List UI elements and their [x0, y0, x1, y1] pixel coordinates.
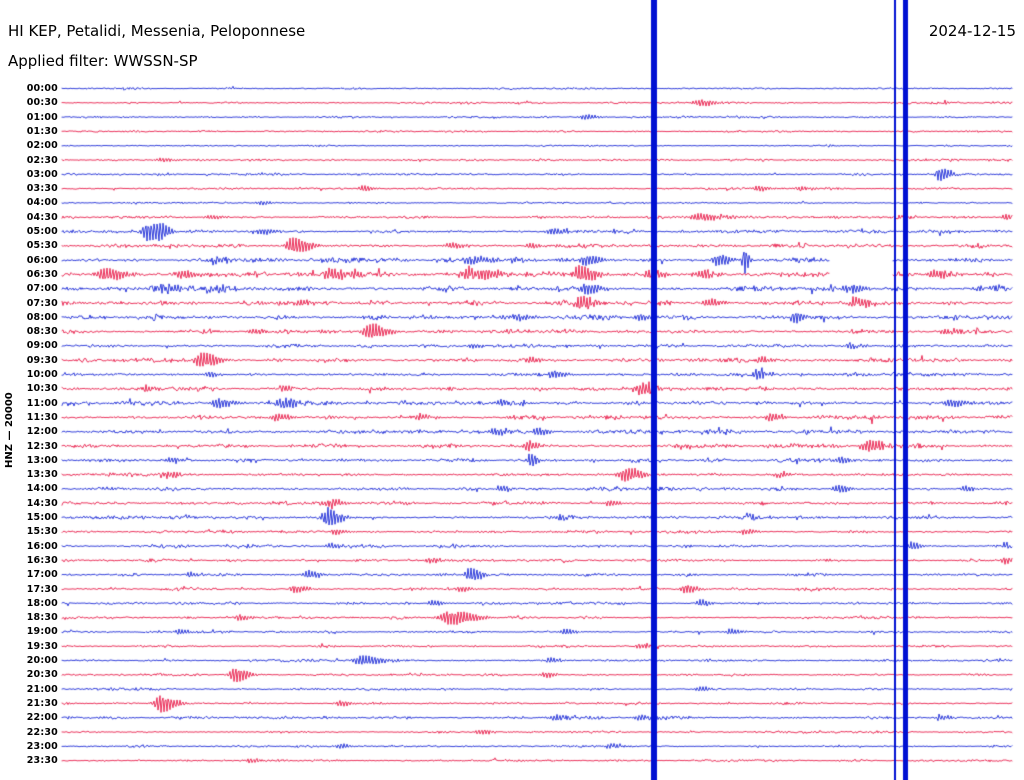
time-label: 08:30: [26, 326, 58, 338]
time-label: 02:30: [26, 154, 58, 166]
time-label: 11:00: [26, 397, 58, 409]
time-label: 23:00: [26, 740, 58, 752]
time-label: 19:00: [26, 626, 58, 638]
time-label: 01:00: [26, 111, 58, 123]
time-label: 14:00: [26, 483, 58, 495]
time-label: 22:00: [26, 712, 58, 724]
time-label: 12:30: [26, 440, 58, 452]
applied-filter-label: Applied filter: WWSSN-SP: [8, 52, 198, 70]
time-label: 06:00: [26, 254, 58, 266]
time-label: 21:00: [26, 683, 58, 695]
time-label: 03:00: [26, 168, 58, 180]
time-label: 20:00: [26, 655, 58, 666]
time-label: 17:30: [26, 583, 58, 595]
time-label: 18:00: [26, 597, 58, 609]
time-label: 00:00: [26, 83, 58, 94]
time-label: 14:30: [26, 497, 58, 509]
time-label: 10:00: [26, 369, 58, 380]
time-label: 19:30: [26, 640, 58, 652]
time-label: 08:00: [26, 311, 58, 323]
time-label: 16:30: [26, 554, 58, 566]
time-label: 16:00: [26, 540, 58, 552]
time-label: 05:00: [26, 226, 58, 237]
time-label: 15:30: [26, 526, 58, 538]
time-label: 23:30: [26, 755, 58, 767]
date-label: 2024-12-15: [928, 22, 1016, 40]
station-title: HI KEP, Petalidi, Messenia, Peloponnese: [8, 22, 306, 40]
time-label: 09:00: [26, 340, 58, 352]
time-label: 17:00: [26, 569, 58, 581]
time-label: 04:30: [26, 211, 58, 223]
time-label: 22:30: [26, 726, 58, 738]
time-label: 07:30: [26, 297, 58, 309]
time-label: 01:30: [26, 125, 58, 137]
time-label: 07:00: [26, 283, 58, 295]
time-label: 15:00: [26, 512, 58, 523]
time-label: 11:30: [26, 411, 58, 423]
time-label: 00:30: [26, 97, 58, 109]
time-label: 10:30: [26, 383, 58, 395]
time-label: 02:00: [26, 140, 58, 152]
time-label: 13:30: [26, 469, 58, 481]
time-label: 03:30: [26, 183, 58, 195]
time-label: 20:30: [26, 669, 58, 681]
time-label: 05:30: [26, 240, 58, 252]
time-label: 21:30: [26, 697, 58, 709]
time-label: 06:30: [26, 268, 58, 280]
time-label: 04:00: [26, 197, 58, 209]
time-label: 12:00: [26, 426, 58, 438]
time-label: 13:00: [26, 454, 58, 466]
time-label: 18:30: [26, 612, 58, 624]
time-label: 09:30: [26, 354, 58, 366]
